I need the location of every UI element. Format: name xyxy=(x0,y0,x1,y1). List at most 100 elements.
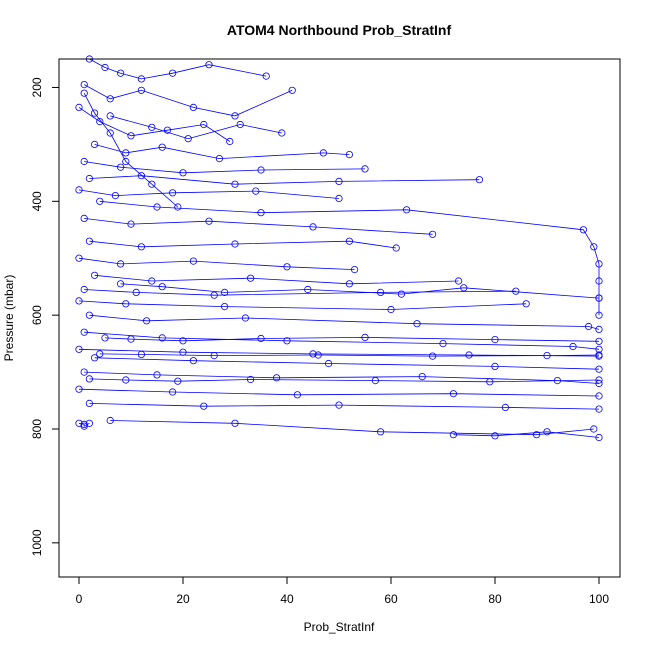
series-6 xyxy=(75,186,343,203)
data-point xyxy=(418,372,426,381)
data-point xyxy=(543,351,551,360)
data-point xyxy=(460,284,468,292)
data-point xyxy=(532,431,541,439)
series-line xyxy=(94,357,600,370)
series-27 xyxy=(117,280,603,302)
data-point xyxy=(345,280,353,288)
data-point xyxy=(361,165,369,173)
data-point xyxy=(278,129,286,137)
data-point xyxy=(324,359,333,368)
data-point xyxy=(595,392,603,400)
x-tick-label: 100 xyxy=(589,592,609,606)
series-line xyxy=(83,93,179,208)
data-point xyxy=(189,357,197,365)
y-tick-label: 1000 xyxy=(30,529,44,556)
data-point xyxy=(96,118,104,126)
data-point xyxy=(335,177,343,185)
series-19 xyxy=(75,385,603,400)
data-point xyxy=(335,401,343,409)
data-point xyxy=(376,288,385,296)
data-point xyxy=(257,209,265,217)
data-point xyxy=(257,166,265,174)
data-point xyxy=(221,288,229,296)
data-point xyxy=(80,214,88,222)
series-28 xyxy=(106,112,286,143)
series-22 xyxy=(75,419,94,430)
data-point xyxy=(137,86,145,94)
data-point xyxy=(80,420,88,428)
data-point xyxy=(158,283,166,291)
data-point xyxy=(231,112,239,120)
data-point xyxy=(309,350,317,358)
data-point xyxy=(231,419,239,427)
data-point xyxy=(387,305,395,314)
data-point xyxy=(111,192,120,200)
series-13 xyxy=(75,297,530,314)
data-point xyxy=(117,260,125,268)
series-line xyxy=(89,378,600,383)
data-point xyxy=(283,337,291,345)
data-point xyxy=(439,339,447,348)
series-line xyxy=(99,353,600,357)
series-line xyxy=(84,371,600,384)
data-point xyxy=(122,376,130,384)
series-line xyxy=(78,388,600,397)
data-point xyxy=(392,244,400,252)
data-point xyxy=(595,376,603,384)
data-point xyxy=(335,194,343,203)
data-point xyxy=(106,129,114,137)
data-point xyxy=(376,428,385,436)
data-point xyxy=(491,335,499,344)
series-line xyxy=(84,84,293,117)
data-point xyxy=(75,297,83,305)
data-point xyxy=(231,180,239,188)
data-point xyxy=(454,277,463,285)
data-point xyxy=(85,399,94,407)
data-point xyxy=(491,432,499,440)
data-point xyxy=(127,132,135,140)
data-point xyxy=(595,294,603,302)
data-point xyxy=(319,149,327,157)
data-point xyxy=(595,325,603,333)
x-tick-label: 60 xyxy=(384,592,398,606)
series-5 xyxy=(85,172,483,188)
data-point xyxy=(475,176,483,184)
data-point xyxy=(117,280,125,288)
data-point xyxy=(200,402,208,410)
data-point xyxy=(96,350,104,358)
data-point xyxy=(221,302,229,311)
data-point xyxy=(91,271,99,279)
data-point xyxy=(158,334,166,342)
data-point xyxy=(397,290,405,298)
data-point xyxy=(361,333,369,341)
series-2 xyxy=(75,103,234,146)
series-line xyxy=(453,431,600,438)
data-point xyxy=(137,243,145,251)
series-line xyxy=(78,300,527,310)
data-point xyxy=(262,72,270,80)
data-point xyxy=(85,174,94,183)
data-point xyxy=(75,254,83,262)
data-point xyxy=(283,263,291,271)
series-line xyxy=(84,161,366,174)
data-point xyxy=(501,403,509,411)
data-point xyxy=(80,368,88,376)
data-point xyxy=(96,197,104,205)
data-point xyxy=(174,377,182,385)
data-point xyxy=(184,135,192,143)
data-point xyxy=(304,285,312,294)
data-point xyxy=(345,237,353,245)
data-point xyxy=(205,217,213,225)
series-11 xyxy=(91,271,463,288)
series-line xyxy=(110,115,282,140)
data-point xyxy=(174,203,182,211)
series-26 xyxy=(85,375,603,386)
series-line xyxy=(78,107,231,142)
data-point xyxy=(595,405,603,413)
data-point xyxy=(595,351,603,359)
y-tick-label: 600 xyxy=(30,305,44,325)
data-point xyxy=(106,95,114,103)
series-line xyxy=(84,218,433,235)
data-point xyxy=(350,265,359,274)
